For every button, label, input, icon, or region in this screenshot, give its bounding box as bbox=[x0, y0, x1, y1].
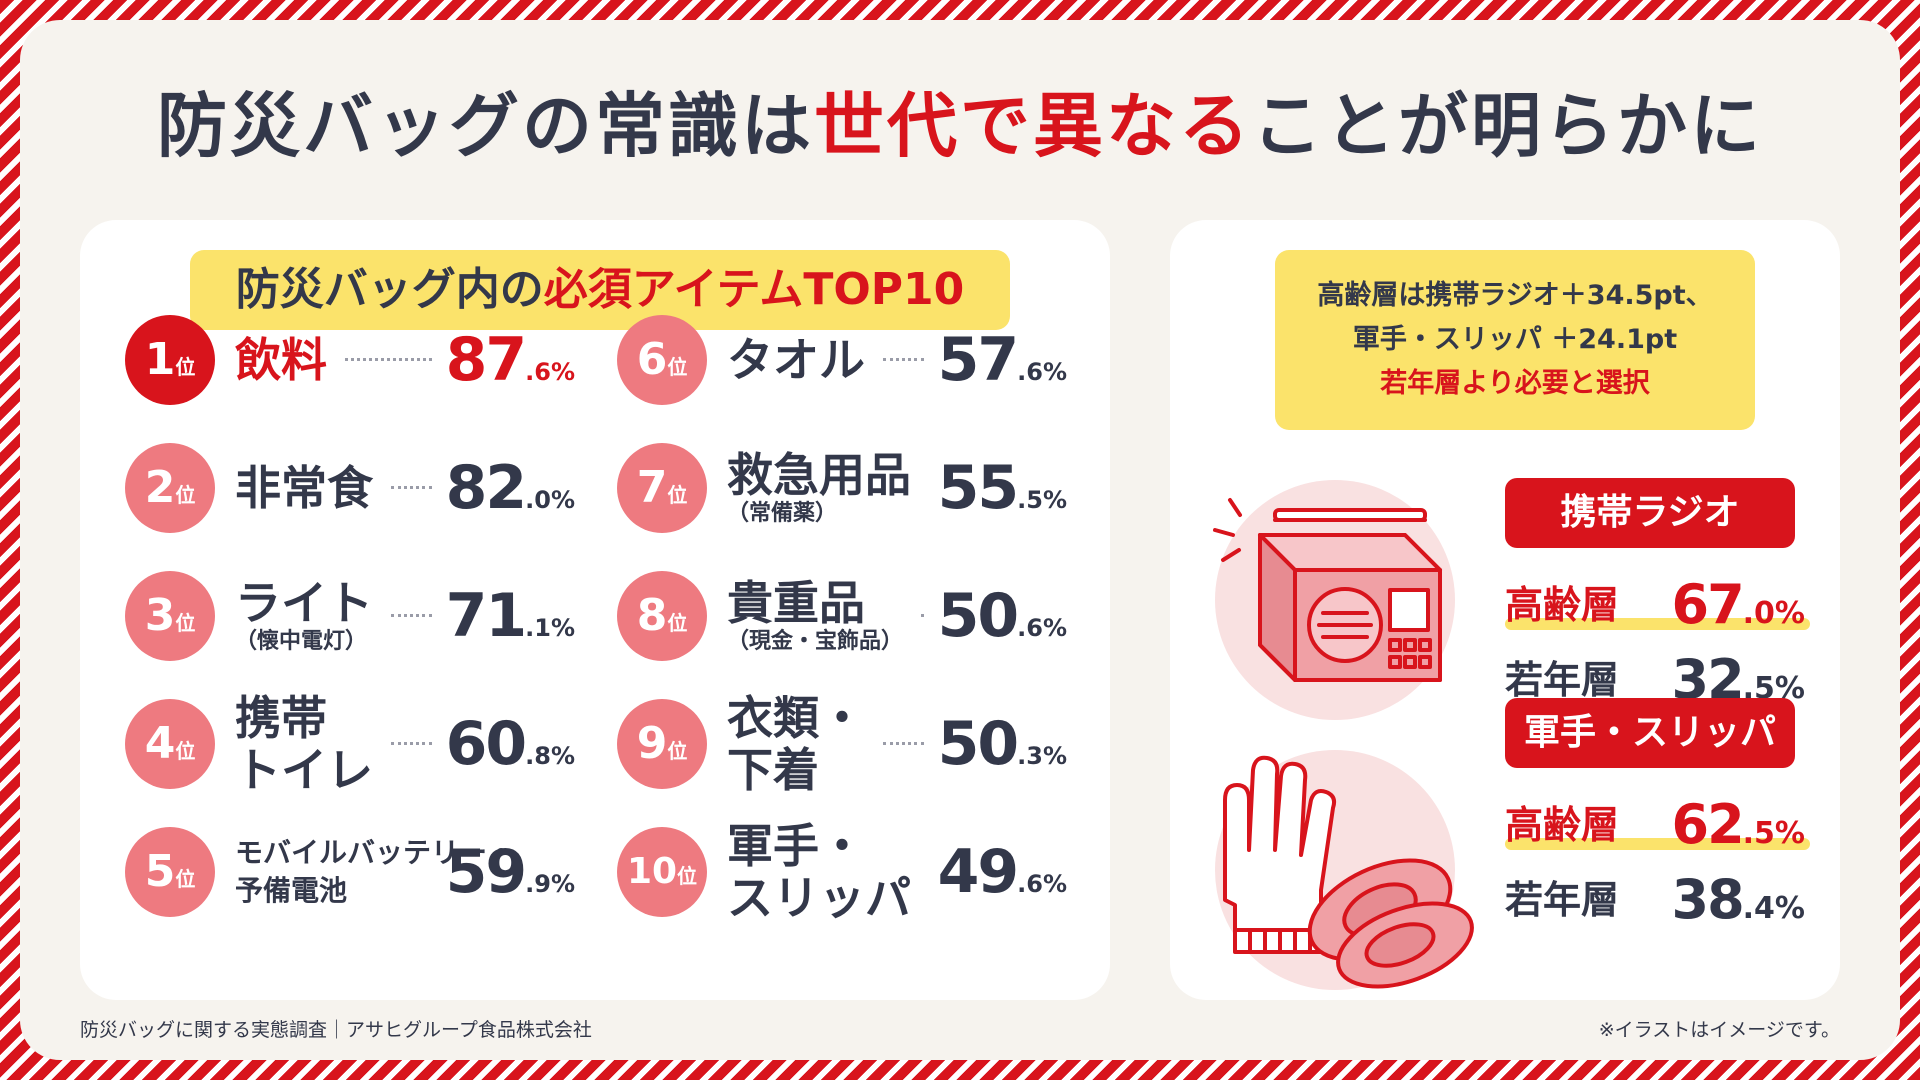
dotted-leader bbox=[921, 614, 924, 617]
item-name: 非常食 bbox=[235, 461, 373, 515]
item-percentage: 82.0% bbox=[445, 453, 575, 523]
rank-badge: 7位 bbox=[617, 443, 707, 533]
rank-item-10: 10位 軍手・ スリッパ 49.6% bbox=[617, 817, 1067, 927]
item-percentage: 59.9% bbox=[445, 837, 575, 907]
dotted-leader bbox=[883, 358, 924, 361]
rank-item-9: 9位 衣類・ 下着 50.3% bbox=[617, 689, 1067, 799]
top10-banner: 防災バッグ内の必須アイテムTOP10 bbox=[190, 250, 1010, 330]
gloves-senior-stat: 高齢層 62.5% bbox=[1505, 790, 1810, 860]
top10-panel: 防災バッグ内の必須アイテムTOP10 1位 飲料 87.6% 2位 非常食 82.0% 3位… bbox=[80, 220, 1110, 1000]
item-name: 携帯 トイレ bbox=[235, 691, 373, 797]
item-name: モバイルバッテリー・ 予備電池 bbox=[235, 836, 516, 907]
page-title: 防災バッグの常識は世代で異なることが明らかに bbox=[157, 85, 1763, 167]
source-note: 防災バッグに関する実態調査｜アサヒグループ食品株式会社 bbox=[80, 1019, 592, 1041]
info-line-3: 若年層より必要と選択 bbox=[1380, 368, 1650, 399]
senior-label: 高齢層 bbox=[1505, 583, 1620, 627]
young-label: 若年層 bbox=[1505, 878, 1620, 922]
item-percentage: 71.1% bbox=[445, 581, 575, 651]
info-line-1: 高齢層は携帯ラジオ＋34.5pt、 bbox=[1317, 280, 1713, 311]
radio-label: 携帯ラジオ bbox=[1505, 478, 1795, 548]
item-name: 衣類・ 下着 bbox=[727, 691, 865, 797]
item-percentage: 50.3% bbox=[937, 709, 1067, 779]
rank-item-4: 4位 携帯 トイレ 60.8% bbox=[125, 689, 575, 799]
rank-item-3: 3位 ライト （懐中電灯） 71.1% bbox=[125, 561, 575, 671]
gloves-senior-value: 62.5% bbox=[1671, 793, 1806, 856]
senior-label: 高齢層 bbox=[1505, 803, 1620, 847]
young-label: 若年層 bbox=[1505, 658, 1620, 702]
rank-badge: 9位 bbox=[617, 699, 707, 789]
dotted-leader bbox=[883, 742, 924, 745]
rank-item-6: 6位 タオル 57.6% bbox=[617, 305, 1067, 415]
rank-item-7: 7位 救急用品 （常備薬） 55.5% bbox=[617, 433, 1067, 543]
dotted-leader bbox=[391, 742, 432, 745]
illustration-note: ※イラストはイメージです。 bbox=[1598, 1019, 1840, 1041]
rank-badge: 10位 bbox=[617, 827, 707, 917]
generation-panel: 高齢層は携帯ラジオ＋34.5pt、 軍手・スリッパ ＋24.1pt 若年層より必… bbox=[1170, 220, 1840, 1000]
item-percentage: 57.6% bbox=[937, 325, 1067, 395]
info-line-2: 軍手・スリッパ ＋24.1pt bbox=[1352, 324, 1678, 355]
item-name: 飲料 bbox=[235, 333, 327, 387]
rank-badge: 1位 bbox=[125, 315, 215, 405]
radio-senior-value: 67.0% bbox=[1671, 573, 1806, 636]
item-percentage: 55.5% bbox=[937, 453, 1067, 523]
item-percentage: 60.8% bbox=[445, 709, 575, 779]
dotted-leader bbox=[345, 358, 432, 361]
item-name: 貴重品 （現金・宝飾品） bbox=[727, 576, 904, 654]
item-name: 救急用品 （常備薬） bbox=[727, 448, 911, 526]
item-percentage: 87.6% bbox=[445, 325, 575, 395]
rank-badge: 8位 bbox=[617, 571, 707, 661]
rank-badge: 5位 bbox=[125, 827, 215, 917]
item-name: タオル bbox=[727, 333, 865, 387]
rank-item-5: 5位 モバイルバッテリー・ 予備電池 59.9% bbox=[125, 817, 575, 927]
gloves-young-stat: 若年層 38.4% bbox=[1505, 865, 1805, 935]
rank-item-2: 2位 非常食 82.0% bbox=[125, 433, 575, 543]
item-name: 軍手・ スリッパ bbox=[727, 819, 911, 925]
rank-item-8: 8位 貴重品 （現金・宝飾品） 50.6% bbox=[617, 561, 1067, 671]
rank-badge: 3位 bbox=[125, 571, 215, 661]
item-percentage: 49.6% bbox=[937, 837, 1067, 907]
info-box: 高齢層は携帯ラジオ＋34.5pt、 軍手・スリッパ ＋24.1pt 若年層より必… bbox=[1275, 250, 1755, 430]
dotted-leader bbox=[391, 614, 432, 617]
rank-badge: 6位 bbox=[617, 315, 707, 405]
item-name: ライト （懐中電灯） bbox=[235, 576, 373, 654]
item-percentage: 50.6% bbox=[937, 581, 1067, 651]
dotted-leader bbox=[391, 486, 432, 489]
radio-senior-stat: 高齢層 67.0% bbox=[1505, 570, 1810, 640]
rank-badge: 2位 bbox=[125, 443, 215, 533]
gloves-young-value: 38.4% bbox=[1671, 868, 1806, 931]
rank-item-1: 1位 飲料 87.6% bbox=[125, 305, 575, 415]
radio-icon bbox=[1213, 498, 1442, 682]
gloves-label: 軍手・スリッパ bbox=[1505, 698, 1795, 768]
rank-badge: 4位 bbox=[125, 699, 215, 789]
gloves-slippers-icon bbox=[1223, 755, 1474, 989]
